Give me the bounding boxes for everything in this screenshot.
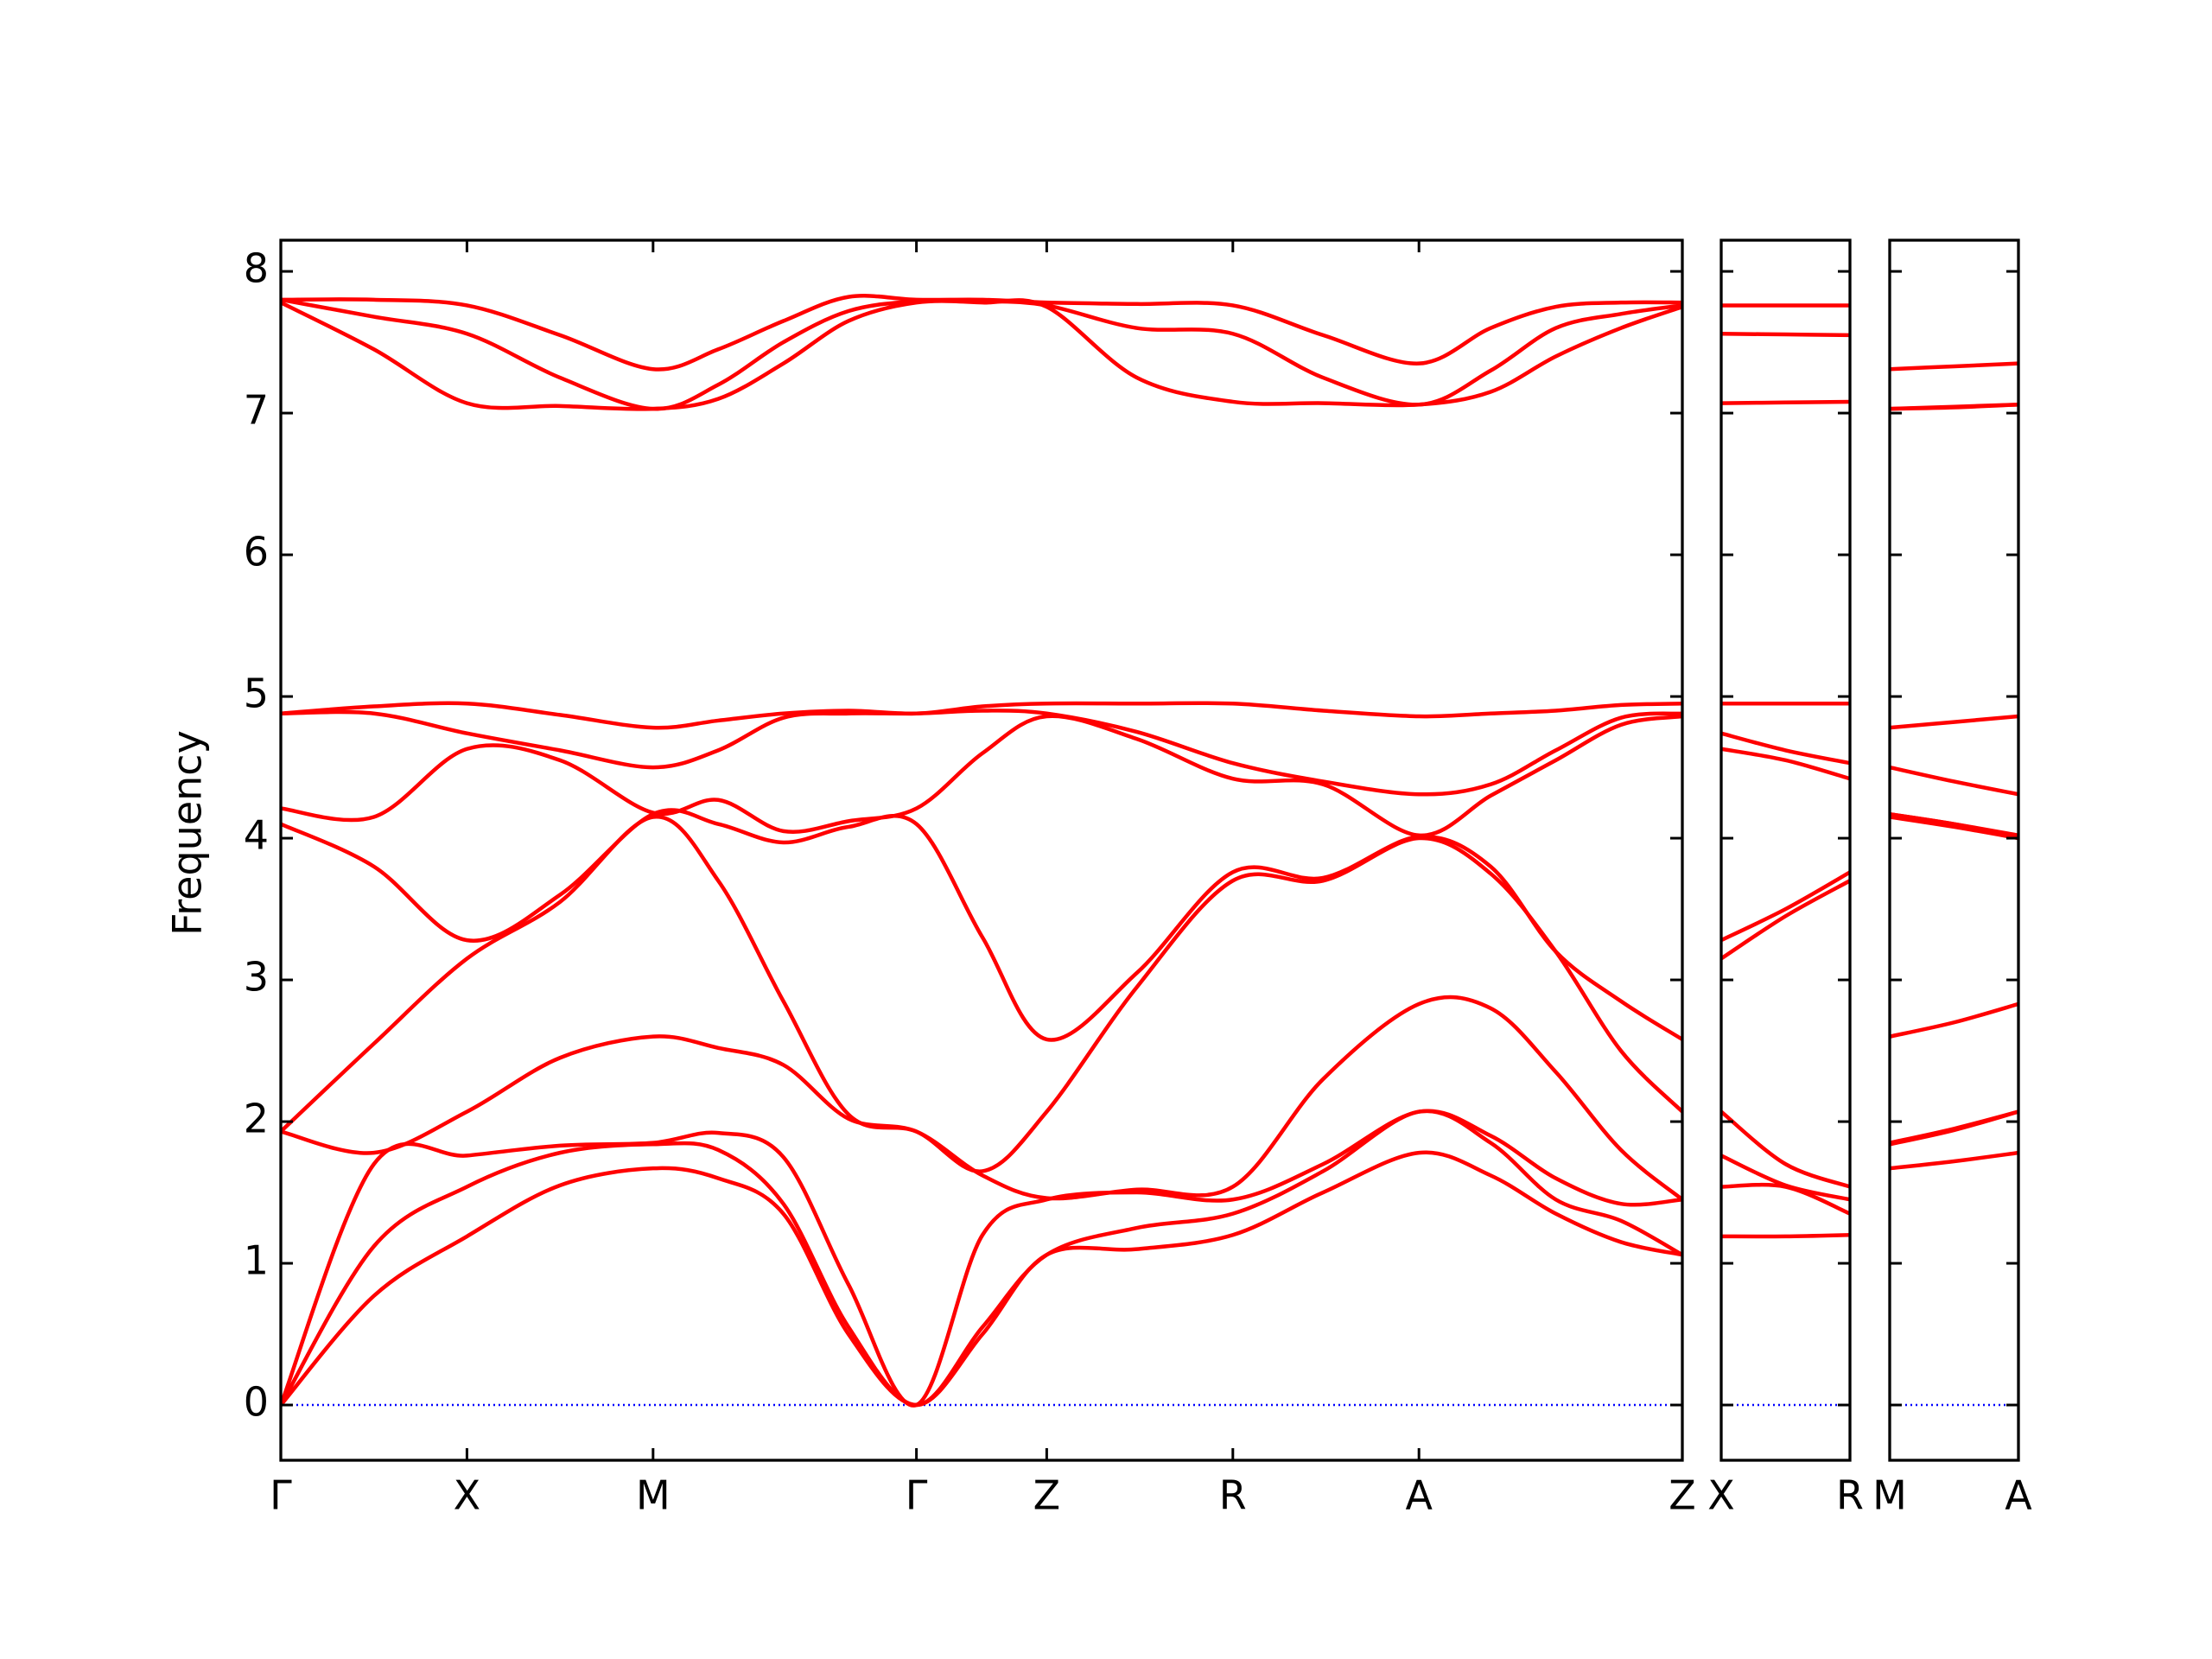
x-tick-label: Z: [1033, 1472, 1061, 1519]
band-line: [1890, 811, 2018, 838]
band-line: [1721, 870, 1850, 943]
y-tick-label: 5: [244, 671, 269, 717]
y-tick-label: 7: [244, 387, 269, 434]
x-tick-label: A: [1405, 1472, 1433, 1519]
band-line: [1721, 747, 1850, 781]
y-tick-label: 2: [244, 1096, 269, 1142]
band-line: [281, 1109, 1682, 1408]
plot-area: [1721, 303, 1850, 1407]
band-line: [1721, 399, 1850, 405]
y-tick-label: 6: [244, 529, 269, 575]
band-line: [281, 995, 1682, 1202]
band-line: [281, 815, 1682, 1173]
band-line: [281, 714, 1682, 838]
y-axis-label: Frequency: [164, 730, 211, 936]
axes-frame: [1719, 238, 1852, 1462]
band-line: [1721, 1109, 1850, 1189]
band-line: [1890, 1150, 2018, 1171]
band-line: [1721, 1233, 1850, 1239]
x-tick-label: M: [636, 1472, 671, 1519]
band-line: [1890, 1109, 2018, 1145]
x-tick-label: A: [2005, 1472, 2032, 1519]
y-tick-label: 3: [244, 954, 269, 1001]
y-tick-label: 1: [244, 1237, 269, 1284]
y-tick-label: 8: [244, 245, 269, 292]
y-tick-label: 4: [244, 812, 269, 859]
x-tick-label: R: [1219, 1472, 1247, 1519]
band-line: [1890, 765, 2018, 797]
band-line: [1890, 714, 2018, 730]
band-line: [1721, 879, 1850, 961]
band-line: [281, 709, 1682, 797]
band-line: [281, 701, 1682, 730]
x-tick-label: R: [1836, 1472, 1864, 1519]
x-tick-label: Z: [1669, 1472, 1696, 1519]
plot-area: [281, 294, 1682, 1408]
band-line: [1721, 731, 1850, 766]
x-tick-label: Γ: [906, 1472, 928, 1519]
band-line: [1890, 402, 2018, 411]
band-line: [1890, 361, 2018, 372]
x-tick-label: X: [1707, 1472, 1735, 1519]
x-tick-label: M: [1872, 1472, 1907, 1519]
axes-frame: [1888, 238, 2020, 1462]
x-tick-label: Γ: [270, 1472, 292, 1519]
band-line: [1721, 1154, 1850, 1202]
band-line: [281, 808, 1682, 1042]
axes-frame: [279, 238, 1684, 1462]
band-line: [1890, 1001, 2018, 1039]
x-tick-label: X: [454, 1472, 481, 1519]
plot-area: [1890, 361, 2018, 1407]
band-line: [1721, 331, 1850, 338]
band-line: [281, 294, 1682, 372]
y-tick-label: 0: [244, 1379, 269, 1426]
band-line: [281, 1109, 1682, 1408]
band-line: [281, 1150, 1682, 1408]
